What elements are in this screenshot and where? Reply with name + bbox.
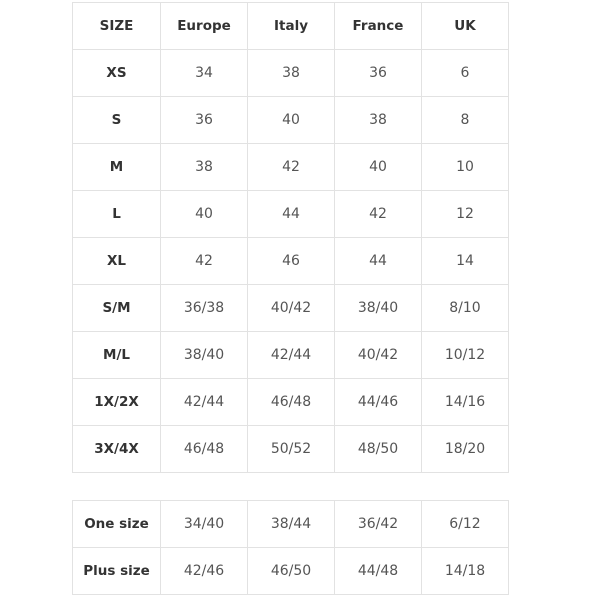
size-value-cell: 12 [421, 190, 509, 238]
size-value-cell: 42 [160, 237, 248, 285]
table-row: L 40 44 42 12 [72, 190, 509, 238]
size-label-cell: 1X/2X [72, 378, 161, 426]
size-value-cell: 38/40 [334, 284, 422, 332]
size-value-cell: 36/38 [160, 284, 248, 332]
size-value-cell: 44/48 [334, 547, 422, 595]
size-value-cell: 42 [334, 190, 422, 238]
table-row: XS 34 38 36 6 [72, 49, 509, 97]
size-value-cell: 44/46 [334, 378, 422, 426]
size-label-cell: M [72, 143, 161, 191]
size-value-cell: 42 [247, 143, 335, 191]
size-value-cell: 14 [421, 237, 509, 285]
size-value-cell: 14/16 [421, 378, 509, 426]
table-row: 1X/2X 42/44 46/48 44/46 14/16 [72, 378, 509, 426]
table-row: S/M 36/38 40/42 38/40 8/10 [72, 284, 509, 332]
size-value-cell: 34 [160, 49, 248, 97]
column-header: Europe [160, 2, 248, 50]
size-label-cell: S [72, 96, 161, 144]
size-value-cell: 34/40 [160, 500, 248, 548]
size-value-cell: 44 [334, 237, 422, 285]
size-value-cell: 38/44 [247, 500, 335, 548]
size-chart-table: SIZE Europe Italy France UK XS 34 38 36 6 S 36 40 38 8… [72, 2, 509, 473]
size-value-cell: 40/42 [247, 284, 335, 332]
size-label-cell: 3X/4X [72, 425, 161, 473]
column-header: SIZE [72, 2, 161, 50]
column-header: Italy [247, 2, 335, 50]
size-value-cell: 46/50 [247, 547, 335, 595]
size-value-cell: 40 [247, 96, 335, 144]
size-value-cell: 40 [160, 190, 248, 238]
size-label-cell: XS [72, 49, 161, 97]
header-row: SIZE Europe Italy France UK [72, 2, 509, 50]
column-header: France [334, 2, 422, 50]
size-value-cell: 40 [334, 143, 422, 191]
column-header: UK [421, 2, 509, 50]
size-value-cell: 8 [421, 96, 509, 144]
size-value-cell: 14/18 [421, 547, 509, 595]
table-row: One size 34/40 38/44 36/42 6/12 [72, 500, 509, 548]
table-row: S 36 40 38 8 [72, 96, 509, 144]
size-label-cell: M/L [72, 331, 161, 379]
size-value-cell: 48/50 [334, 425, 422, 473]
size-value-cell: 38/40 [160, 331, 248, 379]
size-value-cell: 40/42 [334, 331, 422, 379]
size-value-cell: 10/12 [421, 331, 509, 379]
size-value-cell: 36 [160, 96, 248, 144]
table-row: M/L 38/40 42/44 40/42 10/12 [72, 331, 509, 379]
size-value-cell: 46/48 [160, 425, 248, 473]
size-value-cell: 36/42 [334, 500, 422, 548]
special-size-table: One size 34/40 38/44 36/42 6/12 Plus size 42/4… [72, 500, 509, 595]
table-row: Plus size 42/46 46/50 44/48 14/18 [72, 547, 509, 595]
size-label-cell: XL [72, 237, 161, 285]
size-value-cell: 42/46 [160, 547, 248, 595]
size-value-cell: 50/52 [247, 425, 335, 473]
size-value-cell: 46/48 [247, 378, 335, 426]
size-label-cell: One size [72, 500, 161, 548]
size-value-cell: 44 [247, 190, 335, 238]
size-label-cell: L [72, 190, 161, 238]
table-row: XL 42 46 44 14 [72, 237, 509, 285]
size-label-cell: Plus size [72, 547, 161, 595]
size-value-cell: 6 [421, 49, 509, 97]
size-value-cell: 10 [421, 143, 509, 191]
size-value-cell: 8/10 [421, 284, 509, 332]
size-value-cell: 42/44 [247, 331, 335, 379]
size-value-cell: 38 [160, 143, 248, 191]
table-row: M 38 42 40 10 [72, 143, 509, 191]
size-value-cell: 38 [334, 96, 422, 144]
size-value-cell: 18/20 [421, 425, 509, 473]
size-value-cell: 42/44 [160, 378, 248, 426]
size-label-cell: S/M [72, 284, 161, 332]
size-value-cell: 36 [334, 49, 422, 97]
size-value-cell: 38 [247, 49, 335, 97]
table-row: 3X/4X 46/48 50/52 48/50 18/20 [72, 425, 509, 473]
size-value-cell: 46 [247, 237, 335, 285]
size-value-cell: 6/12 [421, 500, 509, 548]
